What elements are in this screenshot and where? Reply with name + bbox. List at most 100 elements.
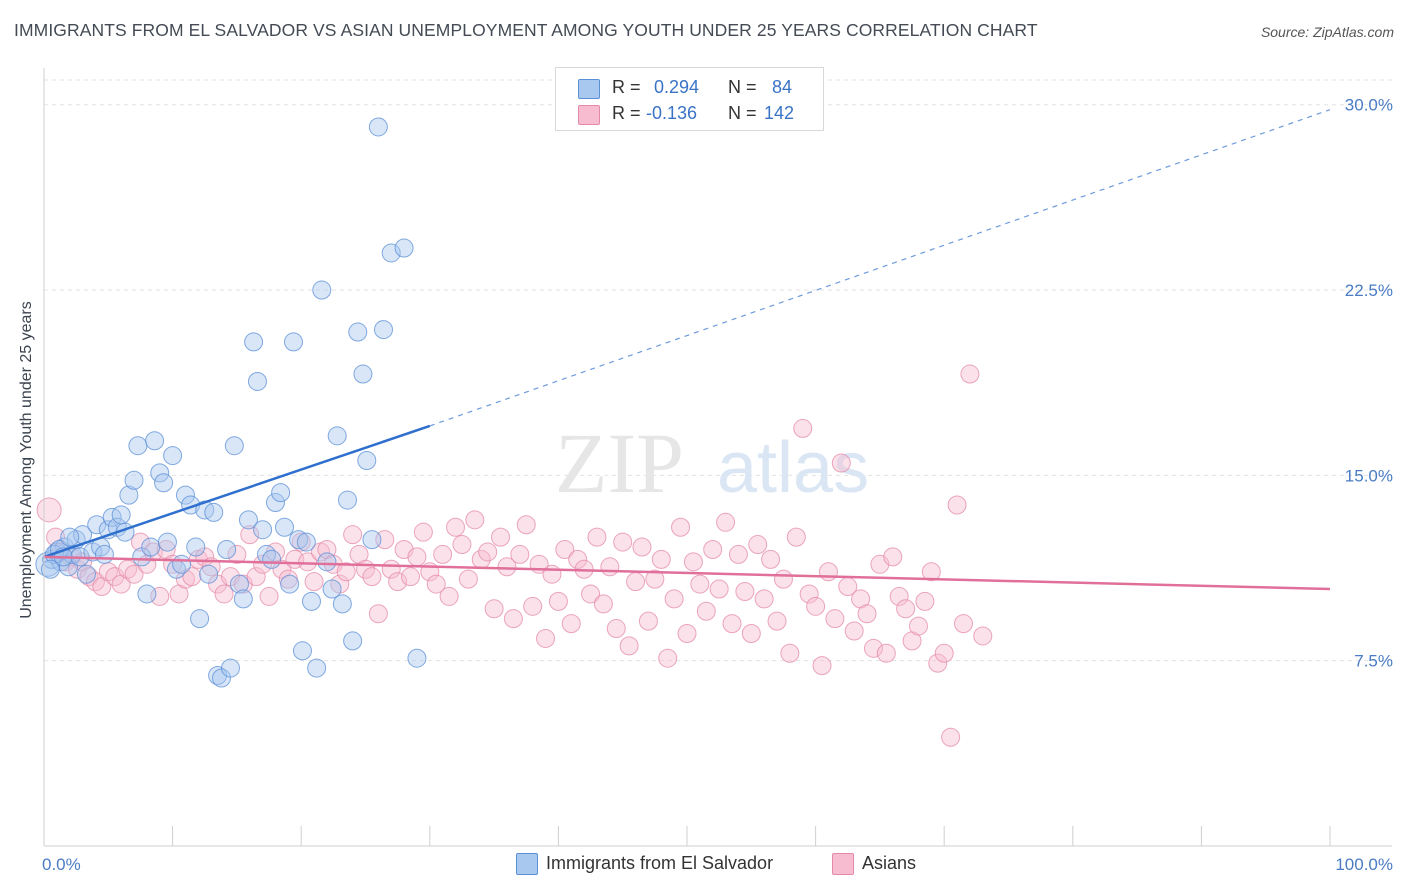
point-asians — [298, 552, 318, 572]
bottom-legend-label: Immigrants from El Salvador — [546, 853, 774, 873]
point-el-salvador — [247, 371, 267, 391]
point-asians — [439, 586, 459, 606]
point-asians — [587, 527, 607, 547]
point-el-salvador — [357, 451, 377, 471]
x-tick-label: 100.0% — [1335, 855, 1393, 874]
watermark-atlas: atlas — [717, 428, 869, 508]
point-el-salvador — [312, 280, 332, 300]
point-el-salvador — [141, 537, 161, 557]
point-asians — [214, 584, 234, 604]
point-asians — [613, 532, 633, 552]
point-el-salvador — [145, 431, 165, 451]
trend-lines — [43, 109, 1331, 591]
legend-swatch-blue — [578, 79, 600, 99]
bottom-legend-swatch-pink — [832, 853, 854, 875]
trend-line-asians — [43, 555, 1331, 591]
point-el-salvador — [394, 238, 414, 258]
point-el-salvador — [175, 485, 195, 505]
tick-labels: 7.5% 15.0% 22.5% 30.0% 0.0% 100.0% — [42, 96, 1393, 874]
point-el-salvador — [128, 436, 148, 456]
y-tick-label: 22.5% — [1345, 281, 1393, 300]
point-asians — [452, 535, 472, 555]
point-el-salvador — [362, 530, 382, 550]
point-asians — [960, 364, 980, 384]
point-el-salvador — [322, 579, 342, 599]
point-asians — [619, 636, 639, 656]
point-asians — [799, 584, 819, 604]
point-el-salvador — [274, 517, 294, 537]
legend-n-label: N = — [728, 103, 757, 123]
point-asians — [227, 544, 247, 564]
point-asians — [908, 616, 928, 636]
point-el-salvador — [220, 658, 240, 678]
point-asians — [542, 564, 562, 584]
point-asians — [780, 643, 800, 663]
point-asians — [516, 515, 536, 535]
point-asians — [844, 621, 864, 641]
point-asians — [491, 527, 511, 547]
point-asians — [754, 589, 774, 609]
point-el-salvador — [119, 485, 139, 505]
legend-r-value: -0.136 — [646, 103, 698, 123]
point-asians — [433, 544, 453, 564]
point-el-salvador — [244, 332, 264, 352]
point-asians — [606, 619, 626, 639]
point-el-salvador — [332, 594, 352, 614]
point-el-salvador — [289, 530, 309, 550]
trend-line-el-salvador — [43, 424, 431, 559]
point-asians — [671, 517, 691, 537]
point-asians — [761, 549, 781, 569]
point-el-salvador — [301, 591, 321, 611]
point-asians — [561, 614, 581, 634]
point-el-salvador — [60, 527, 80, 547]
point-el-salvador — [348, 322, 368, 342]
point-asians — [388, 572, 408, 592]
point-asians — [683, 552, 703, 572]
point-asians — [536, 628, 556, 648]
point-el-salvador — [233, 589, 253, 609]
point-asians — [259, 586, 279, 606]
point-asians — [728, 544, 748, 564]
point-el-salvador — [271, 483, 291, 503]
point-el-salvador — [190, 609, 210, 629]
bottom-legend-swatch-blue — [516, 853, 538, 875]
point-asians — [465, 510, 485, 530]
point-asians — [786, 527, 806, 547]
point-asians — [600, 557, 620, 577]
point-asians — [413, 522, 433, 542]
point-el-salvador — [157, 532, 177, 552]
point-asians — [818, 562, 838, 582]
point-asians — [343, 525, 363, 545]
point-asians — [773, 569, 793, 589]
point-asians — [503, 609, 523, 629]
point-asians — [793, 418, 813, 438]
point-el-salvador — [94, 544, 114, 564]
point-el-salvador — [76, 564, 96, 584]
point-asians — [638, 611, 658, 631]
point-asians — [362, 567, 382, 587]
point-asians — [857, 604, 877, 624]
point-asians — [941, 727, 961, 747]
legend-box: R = 0.294 N = 84 R = -0.136 N = 142 — [555, 67, 824, 131]
point-el-salvador — [343, 631, 363, 651]
point-asians — [921, 562, 941, 582]
point-el-salvador — [186, 537, 206, 557]
point-asians — [246, 567, 266, 587]
point-asians — [632, 537, 652, 557]
point-asians — [36, 497, 62, 523]
point-asians — [883, 547, 903, 567]
point-asians — [722, 614, 742, 634]
point-el-salvador — [327, 426, 347, 446]
point-asians — [124, 564, 144, 584]
x-tick-label: 0.0% — [42, 855, 81, 874]
point-asians — [510, 544, 530, 564]
y-tick-label: 30.0% — [1345, 96, 1393, 115]
legend-n-label: N = — [728, 77, 757, 97]
point-el-salvador — [137, 584, 157, 604]
trend-line-el-salvador-extension — [429, 109, 1331, 427]
point-el-salvador — [296, 532, 316, 552]
point-asians — [407, 547, 427, 567]
point-asians — [272, 559, 292, 579]
point-el-salvador — [224, 436, 244, 456]
